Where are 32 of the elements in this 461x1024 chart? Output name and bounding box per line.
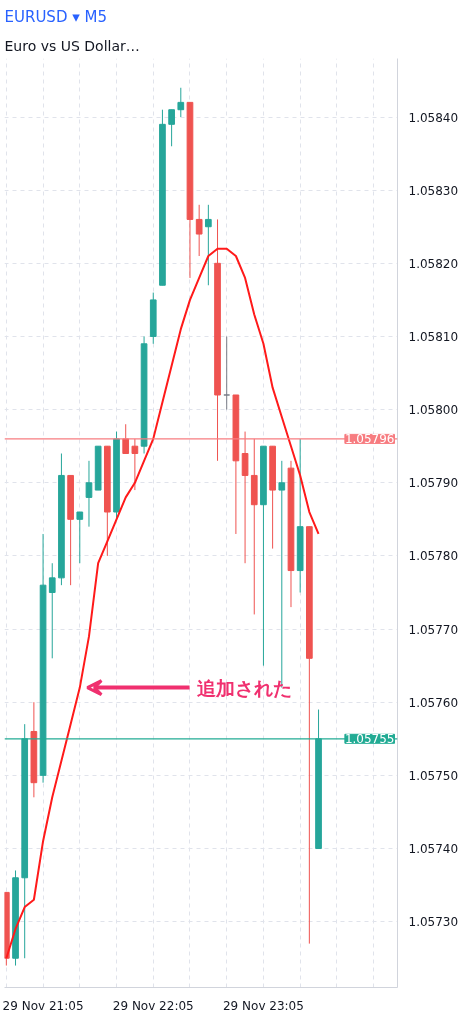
candlestick [205,204,212,286]
candlestick [223,335,231,411]
ref-line-label: 1.05755 [344,732,395,747]
y-tick-label: 1.05740 [408,842,459,857]
y-tick-label: 1.05760 [408,695,459,710]
candlestick [131,438,139,491]
candlestick [48,562,56,659]
candlestick [177,87,185,118]
candlestick [76,511,84,564]
y-tick-label: 1.05820 [408,256,459,271]
candlestick [168,109,175,147]
y-tick-label: 1.05830 [408,183,459,198]
ref-line-label: 1.05796 [344,432,395,447]
y-tick-label: 1.05800 [408,403,459,418]
y-tick-label: 1.05770 [408,622,459,637]
y-tick-label: 1.05730 [408,915,459,930]
x-tick-label: 29 Nov 21:05 [2,998,84,1013]
y-tick-label: 1.05780 [408,549,459,564]
y-tick-label: 1.05810 [408,329,459,344]
candlestick [122,423,130,455]
chart-title: EURUSD ▾ M5 [4,7,107,26]
y-tick-label: 1.05840 [408,110,459,125]
x-tick-label: 29 Nov 23:05 [222,998,304,1013]
candlestick [241,431,249,564]
chart-subtitle: Euro vs US Dollar… [4,37,140,54]
annotation: 追加された [196,676,293,699]
y-tick-label: 1.05790 [408,476,459,491]
x-tick-label: 29 Nov 22:05 [112,998,194,1013]
line-series [5,247,320,960]
candlestick [195,204,203,257]
y-tick-label: 1.05750 [408,768,459,783]
candlestick [85,460,93,528]
